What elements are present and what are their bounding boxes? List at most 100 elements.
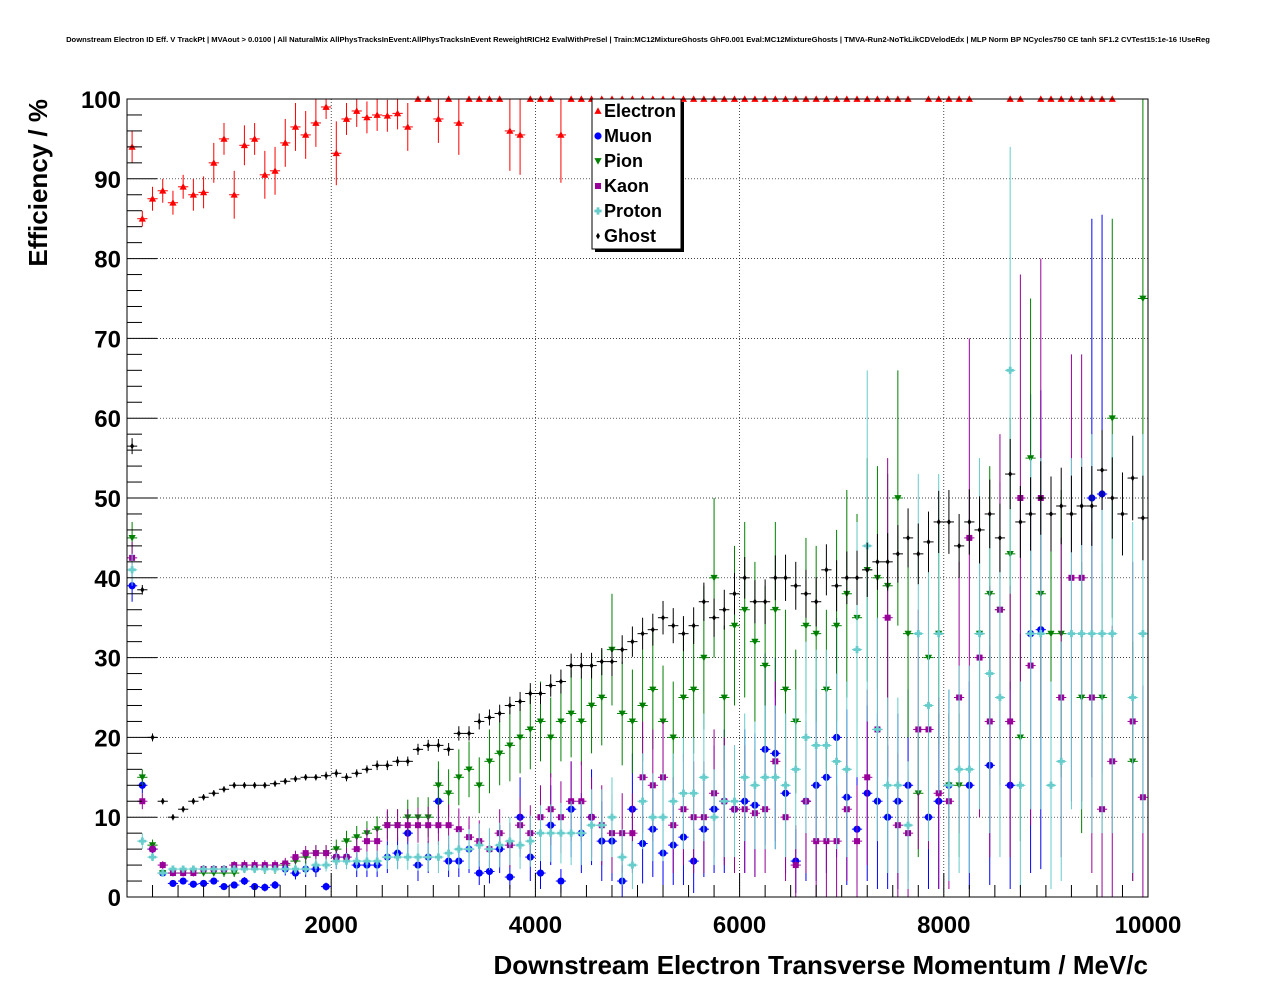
x-axis-title: Downstream Electron Transverse Momentum … <box>493 950 1148 980</box>
data-point <box>946 518 951 526</box>
data-point <box>434 853 443 861</box>
data-point <box>496 750 504 757</box>
data-point <box>518 698 523 705</box>
y-tick-label: 90 <box>94 167 121 194</box>
data-point <box>353 857 361 865</box>
data-point <box>710 574 718 582</box>
legend-entry: Kaon <box>604 176 649 196</box>
data-point <box>1139 295 1147 303</box>
data-point <box>914 630 922 638</box>
data-point <box>579 662 584 669</box>
data-point <box>353 846 360 853</box>
data-point <box>342 838 351 845</box>
data-point <box>475 869 483 877</box>
data-point <box>230 191 238 198</box>
data-point <box>373 857 381 865</box>
data-point <box>332 149 340 157</box>
data-point <box>475 782 483 789</box>
data-point <box>199 879 208 888</box>
data-point <box>302 865 310 873</box>
data-point <box>179 865 187 873</box>
data-point <box>1089 502 1094 510</box>
data-point <box>220 865 228 873</box>
data-point <box>271 865 279 873</box>
data-point <box>148 195 157 202</box>
data-point <box>292 854 299 861</box>
data-point <box>312 850 319 857</box>
legend-entry: Muon <box>604 126 652 146</box>
x-tick-label: 2000 <box>305 912 358 939</box>
data-point <box>446 746 451 753</box>
data-point <box>538 690 543 697</box>
y-tick-label: 70 <box>94 326 121 353</box>
data-point <box>536 829 545 837</box>
data-point <box>761 662 769 670</box>
data-point <box>1079 502 1084 510</box>
data-point <box>138 837 146 845</box>
data-point <box>445 822 452 829</box>
data-point <box>363 113 371 121</box>
data-point <box>467 730 472 737</box>
data-point <box>536 869 545 877</box>
data-point <box>567 710 575 718</box>
y-tick-label: 30 <box>94 646 121 673</box>
data-point <box>955 765 963 773</box>
data-point <box>814 598 819 605</box>
data-point <box>149 846 156 853</box>
data-point <box>690 789 698 797</box>
data-point <box>180 870 187 877</box>
data-point <box>342 115 351 122</box>
data-point <box>373 111 381 118</box>
data-point <box>354 770 359 777</box>
data-point <box>526 837 534 845</box>
data-point <box>281 865 289 873</box>
data-point <box>455 774 463 781</box>
data-point <box>312 861 320 869</box>
data-point <box>649 813 657 821</box>
data-point <box>271 167 279 174</box>
data-point <box>291 865 300 873</box>
data-point <box>1140 514 1145 522</box>
data-point <box>977 526 982 534</box>
data-point <box>385 762 390 769</box>
y-tick-label: 80 <box>94 247 121 274</box>
data-point <box>875 558 880 566</box>
data-point <box>323 850 330 857</box>
data-point <box>598 821 606 829</box>
data-point <box>1028 510 1033 518</box>
data-point <box>906 534 911 542</box>
data-point <box>210 877 218 885</box>
data-point <box>712 614 717 621</box>
data-point <box>485 845 494 853</box>
data-point <box>987 510 992 518</box>
data-point <box>557 829 565 837</box>
data-point <box>834 582 839 589</box>
data-point <box>700 654 708 662</box>
data-point <box>210 159 218 166</box>
data-point <box>303 774 308 781</box>
data-point <box>425 822 432 829</box>
data-point <box>926 538 931 546</box>
data-point <box>220 135 228 142</box>
data-point <box>201 794 206 801</box>
data-point <box>240 865 249 873</box>
data-point <box>751 638 759 646</box>
data-point <box>455 845 463 853</box>
data-point <box>557 131 565 138</box>
data-point <box>1108 630 1116 638</box>
data-point <box>138 774 146 781</box>
data-point <box>140 586 145 593</box>
data-point <box>189 191 197 198</box>
x-tick-label: 10000 <box>1115 912 1182 939</box>
data-point <box>230 881 238 889</box>
data-point <box>190 870 197 877</box>
data-point <box>169 199 177 206</box>
data-point <box>620 646 625 653</box>
data-point <box>404 123 412 130</box>
data-point <box>383 112 391 119</box>
data-point <box>824 566 829 574</box>
data-point <box>506 837 514 845</box>
data-point <box>404 822 411 829</box>
data-point <box>843 765 851 773</box>
data-point <box>148 853 157 861</box>
